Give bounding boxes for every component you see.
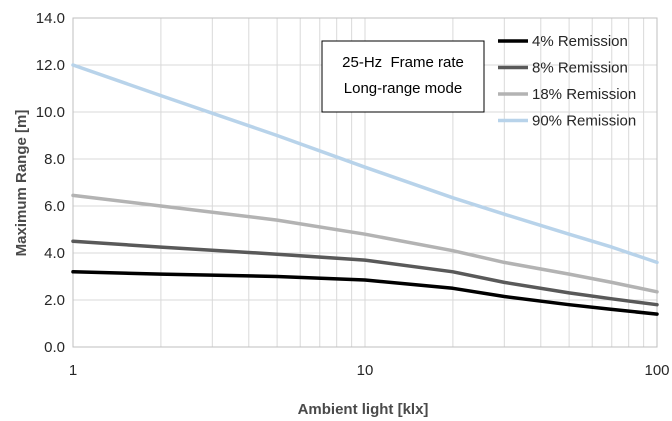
x-tick-label: 1 <box>69 362 77 379</box>
annotation-box: 25-Hz Frame rate Long-range mode <box>321 40 485 113</box>
x-axis-title: Ambient light [klx] <box>298 401 429 418</box>
series-line <box>71 63 659 265</box>
x-tick-label: 10 <box>357 362 374 379</box>
y-tick-label: 12.0 <box>36 57 65 74</box>
y-tick-label: 6.0 <box>44 198 65 215</box>
x-tick-label: 100 <box>644 362 669 379</box>
y-tick-label: 8.0 <box>44 151 65 168</box>
legend: 4% Remission 8% Remission 18% Remission 90%… <box>498 33 636 130</box>
series-line <box>71 239 659 307</box>
legend-label: 18% Remission <box>532 86 636 103</box>
annotation-line-1: 25-Hz Frame rate <box>342 54 464 71</box>
plot-frame <box>72 17 658 348</box>
y-tick-label: 0.0 <box>44 339 65 356</box>
y-tick-label: 10.0 <box>36 104 65 121</box>
y-tick-label: 14.0 <box>36 10 65 27</box>
series-line <box>71 193 659 294</box>
y-tick-label: 2.0 <box>44 292 65 309</box>
annotation-line-2: Long-range mode <box>344 80 462 97</box>
series-line <box>71 270 659 316</box>
y-axis-title: Maximum Range [m] <box>13 110 30 257</box>
legend-label: 4% Remission <box>532 33 628 50</box>
legend-label: 90% Remission <box>532 113 636 130</box>
annotation-frame <box>321 40 485 113</box>
y-tick-label: 4.0 <box>44 245 65 262</box>
legend-label: 8% Remission <box>532 60 628 77</box>
series-lines <box>71 63 659 316</box>
tick-labels: 0.0 2.0 4.0 6.0 8.0 10.0 12.0 14.0 1 10 100 <box>36 10 670 379</box>
